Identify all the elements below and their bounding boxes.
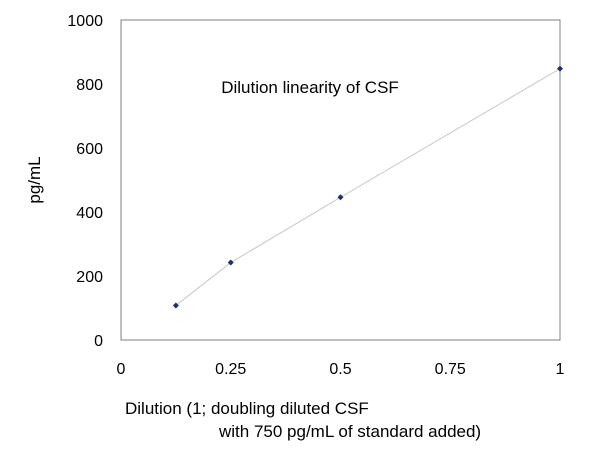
x-axis-title-line-1: Dilution (1; doubling diluted CSF [125, 399, 369, 418]
chart-title: Dilution linearity of CSF [221, 78, 399, 97]
data-point-marker [227, 259, 234, 266]
y-axis-ticks: 0 200 400 600 800 1000 [67, 13, 103, 350]
y-tick-label: 1000 [67, 13, 103, 30]
x-axis-ticks: 0 0.25 0.5 0.75 1 [117, 361, 565, 378]
y-tick-label: 600 [76, 141, 103, 158]
series-layer [172, 65, 563, 309]
y-axis-title: pg/mL [25, 156, 44, 203]
x-tick-label: 0.25 [215, 361, 246, 378]
y-tick-label: 400 [76, 205, 103, 222]
data-point-marker [337, 194, 344, 201]
data-point-marker [557, 65, 563, 72]
y-tick-label: 200 [76, 269, 103, 286]
x-tick-label: 0 [117, 361, 126, 378]
x-tick-label: 0.75 [435, 361, 466, 378]
x-tick-label: 1 [556, 361, 565, 378]
y-tick-label: 0 [94, 333, 103, 350]
series-line [175, 68, 561, 306]
data-point-marker [172, 302, 179, 309]
plot-area-frame [120, 19, 561, 341]
x-axis-title-line-2: with 750 pg/mL of standard added) [218, 422, 481, 441]
x-tick-label: 0.5 [329, 361, 351, 378]
y-tick-label: 800 [76, 77, 103, 94]
